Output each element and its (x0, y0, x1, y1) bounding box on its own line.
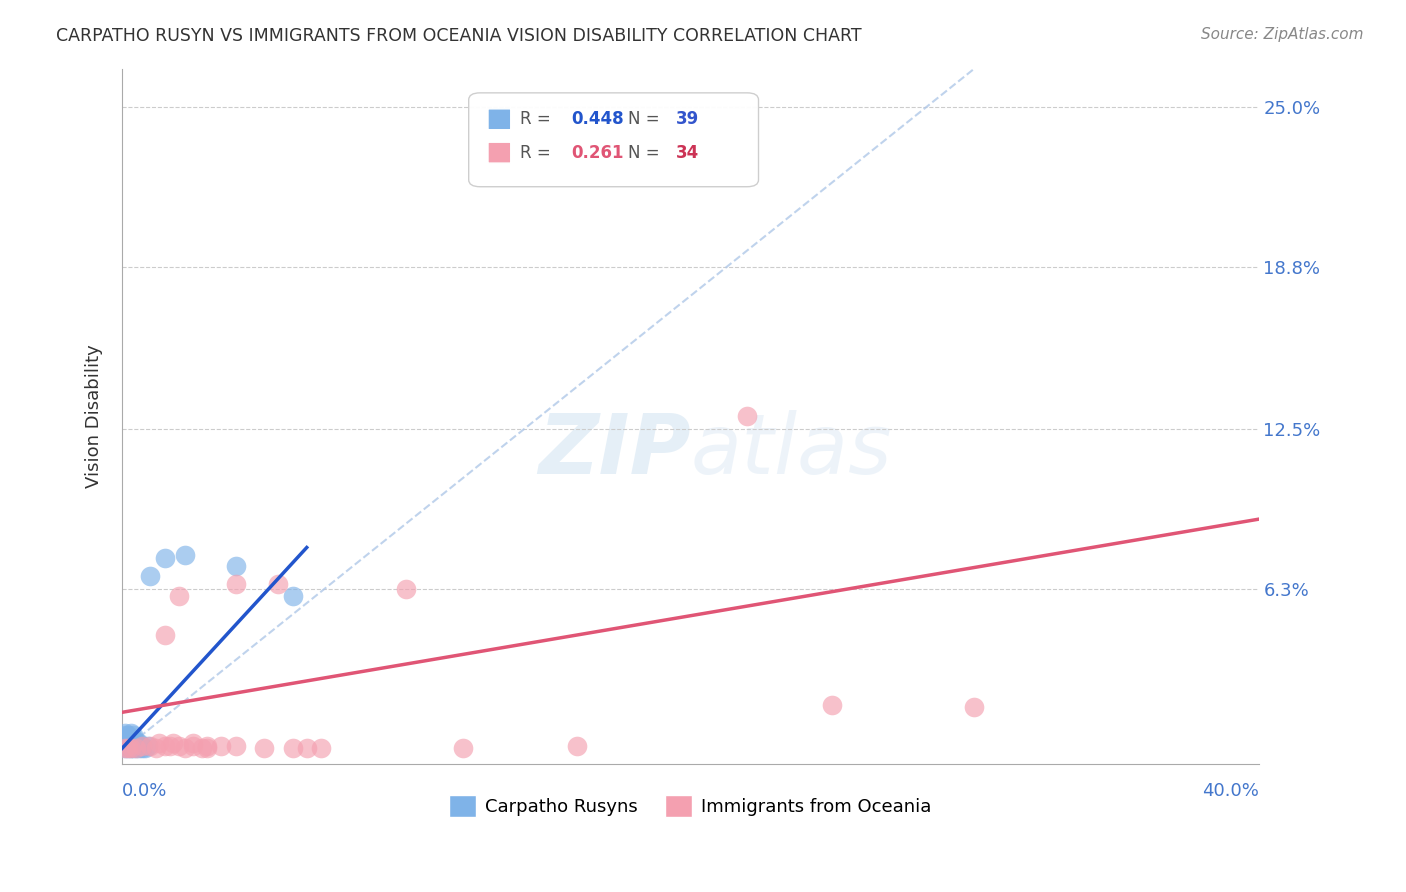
Point (114, 731, 136, 745)
Point (225, 739, 247, 753)
Point (128, 741, 150, 756)
Point (134, 741, 156, 756)
Text: atlas: atlas (690, 410, 891, 491)
Point (159, 739, 181, 753)
Point (117, 733, 139, 747)
Point (114, 733, 136, 747)
Text: R =: R = (520, 111, 555, 128)
Point (167, 590, 190, 604)
Text: N =: N = (628, 111, 665, 128)
Point (120, 733, 142, 747)
Point (120, 741, 142, 756)
Point (117, 739, 139, 753)
Point (122, 741, 145, 756)
Text: N =: N = (628, 144, 665, 161)
Point (821, 698, 844, 712)
Point (167, 739, 190, 753)
Text: R =: R = (520, 144, 555, 161)
Point (117, 731, 139, 745)
Point (148, 736, 170, 750)
Point (309, 741, 332, 756)
Point (122, 733, 145, 747)
Point (117, 736, 139, 750)
FancyBboxPatch shape (468, 93, 758, 186)
Point (120, 736, 142, 750)
Point (117, 741, 139, 756)
Point (225, 576, 247, 591)
Point (735, 409, 758, 424)
Text: 34: 34 (675, 144, 699, 161)
Point (120, 726, 142, 740)
Point (122, 729, 145, 743)
Point (131, 739, 153, 753)
Point (162, 736, 184, 750)
Point (281, 741, 304, 756)
Point (190, 741, 212, 756)
Point (120, 731, 142, 745)
Point (267, 576, 290, 591)
Point (181, 739, 204, 753)
Point (295, 741, 318, 756)
Point (281, 590, 304, 604)
Point (181, 736, 204, 750)
Point (153, 550, 176, 565)
Point (114, 729, 136, 743)
Point (128, 736, 150, 750)
Y-axis label: Vision Disability: Vision Disability (86, 344, 103, 488)
Point (153, 739, 176, 753)
Point (565, 739, 588, 753)
Point (173, 741, 195, 756)
Point (963, 700, 986, 714)
Point (211, 739, 233, 753)
Point (128, 739, 150, 753)
Point (153, 628, 176, 642)
Point (195, 741, 218, 756)
Point (114, 736, 136, 750)
Point (253, 741, 276, 756)
Point (125, 741, 148, 756)
Text: 0.0%: 0.0% (122, 782, 167, 800)
Point (136, 739, 159, 753)
Point (139, 739, 162, 753)
Point (120, 741, 142, 756)
Point (139, 569, 162, 583)
FancyBboxPatch shape (488, 142, 510, 163)
Text: 0.261: 0.261 (571, 144, 623, 161)
Text: 0.448: 0.448 (571, 111, 624, 128)
Point (125, 739, 148, 753)
Text: 40.0%: 40.0% (1202, 782, 1258, 800)
Text: Source: ZipAtlas.com: Source: ZipAtlas.com (1201, 27, 1364, 42)
Text: 39: 39 (675, 111, 699, 128)
Point (122, 736, 145, 750)
Point (125, 733, 148, 747)
Point (225, 558, 247, 573)
Text: CARPATHO RUSYN VS IMMIGRANTS FROM OCEANIA VISION DISABILITY CORRELATION CHART: CARPATHO RUSYN VS IMMIGRANTS FROM OCEANI… (56, 27, 862, 45)
Point (125, 736, 148, 750)
Point (145, 741, 167, 756)
Point (120, 739, 142, 753)
Legend: Carpatho Rusyns, Immigrants from Oceania: Carpatho Rusyns, Immigrants from Oceania (441, 788, 939, 824)
Point (122, 739, 145, 753)
Point (125, 741, 148, 756)
Point (451, 741, 474, 756)
Point (114, 741, 136, 756)
Point (114, 741, 136, 756)
Point (114, 726, 136, 740)
Point (131, 741, 153, 756)
Point (173, 548, 195, 562)
Point (117, 729, 139, 743)
Point (195, 739, 218, 753)
Point (131, 739, 153, 753)
Text: ZIP: ZIP (537, 410, 690, 491)
FancyBboxPatch shape (488, 109, 510, 129)
Point (395, 582, 418, 596)
Point (117, 741, 139, 756)
